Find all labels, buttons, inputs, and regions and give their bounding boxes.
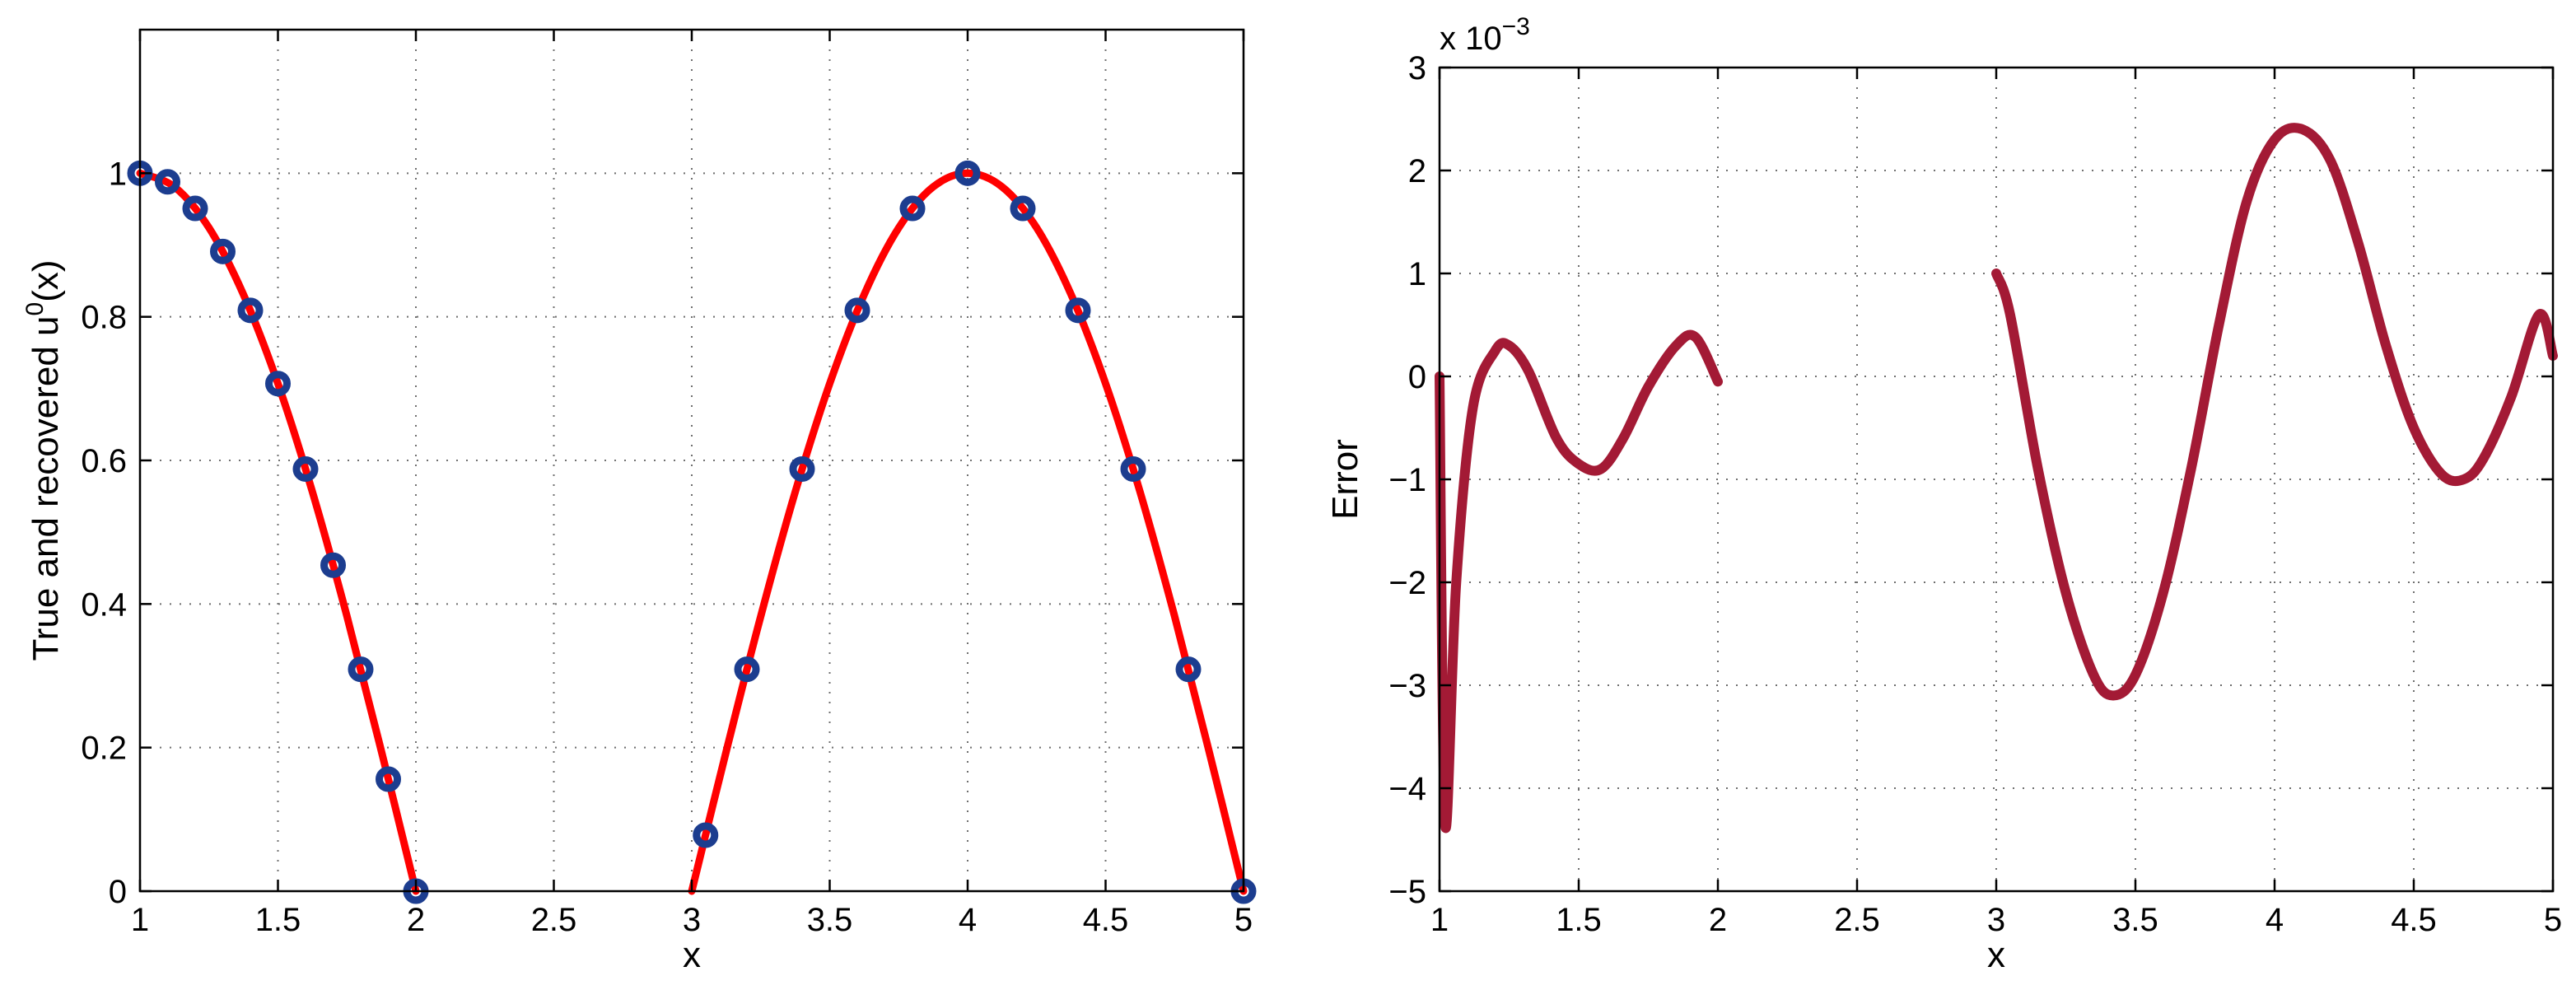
x-tick-label: 3.5 [2112, 902, 2158, 938]
y-axis-exponent-base: x 10 [1440, 21, 1502, 57]
y-tick-label: −2 [1388, 565, 1426, 601]
series-line [688, 169, 1248, 895]
data-point-marker [1065, 297, 1091, 324]
y-tick-label: 0.6 [81, 443, 127, 479]
y-tick-label: −5 [1388, 874, 1426, 910]
plot-area [1440, 68, 2553, 891]
data-point-marker [237, 297, 264, 324]
y-tick-label: −4 [1388, 771, 1426, 807]
x-tick-label: 4 [2266, 902, 2284, 938]
series-line [1435, 329, 1723, 833]
x-tick-label: 5 [2544, 902, 2562, 938]
x-tick-label: 1 [1430, 902, 1449, 938]
data-point-marker [734, 656, 760, 683]
data-point-marker [844, 297, 870, 324]
y-axis-label-main: True and recovered u [26, 315, 66, 661]
y-axis-label: Error [1325, 439, 1365, 520]
data-point-marker [693, 822, 719, 848]
y-axis-label-suffix: (x) [26, 259, 66, 301]
x-tick-label: 2.5 [531, 902, 577, 938]
x-tick-label: 4 [959, 902, 977, 938]
x-tick-label: 2 [1709, 902, 1727, 938]
series-line [1991, 123, 2558, 701]
data-point-marker [320, 552, 346, 578]
x-tick-label: 3 [683, 902, 701, 938]
data-point-marker [348, 656, 374, 683]
x-tick-label: 1 [131, 902, 149, 938]
y-axis-label: True and recovered u0(x) [21, 259, 66, 661]
y-tick-label: 0 [1408, 359, 1426, 395]
x-tick-label: 2 [407, 902, 425, 938]
x-tick-label: 2.5 [1834, 902, 1880, 938]
data-point-marker [1175, 656, 1202, 683]
data-point-marker [899, 195, 926, 222]
y-tick-label: 1 [109, 156, 127, 192]
y-tick-label: 2 [1408, 153, 1426, 189]
data-point-marker [155, 169, 180, 195]
x-axis-label: x [683, 935, 701, 975]
data-point-marker [376, 766, 401, 792]
data-point-marker [1120, 455, 1146, 482]
data-point-marker [954, 160, 981, 186]
y-axis-exponent-power: −3 [1502, 13, 1530, 40]
x-axis-label: x [1987, 935, 2005, 975]
y-tick-label: 1 [1408, 256, 1426, 292]
y-axis-label-superscript: 0 [21, 302, 49, 316]
x-tick-label: 1.5 [255, 902, 301, 938]
y-tick-label: 0.2 [81, 731, 127, 767]
y-tick-label: −1 [1388, 462, 1426, 498]
y-axis-label-main: Error [1325, 439, 1365, 520]
data-point-marker [292, 455, 319, 482]
y-tick-label: 0.8 [81, 300, 127, 336]
y-tick-label: 3 [1408, 50, 1426, 86]
x-tick-label: 3.5 [807, 902, 853, 938]
data-point-marker [789, 455, 815, 482]
x-tick-label: 4.5 [1083, 902, 1129, 938]
y-axis-exponent: x 10−3 [1440, 13, 1530, 57]
x-tick-label: 5 [1234, 902, 1253, 938]
data-point-marker [265, 371, 291, 397]
y-tick-label: 0 [109, 874, 127, 910]
data-point-marker [182, 195, 208, 222]
y-tick-label: −3 [1388, 668, 1426, 704]
x-tick-label: 4.5 [2391, 902, 2437, 938]
data-point-marker [210, 238, 236, 264]
x-tick-label: 3 [1987, 902, 2005, 938]
x-tick-label: 1.5 [1556, 902, 1602, 938]
data-point-marker [1010, 195, 1036, 222]
left-chart: 1 1.5 2 2.5 3 3.5 4 4.5 5 0 0.2 0.4 0.6 0.8 1 x True and… [21, 28, 1257, 975]
y-tick-label: 0.4 [81, 586, 127, 623]
